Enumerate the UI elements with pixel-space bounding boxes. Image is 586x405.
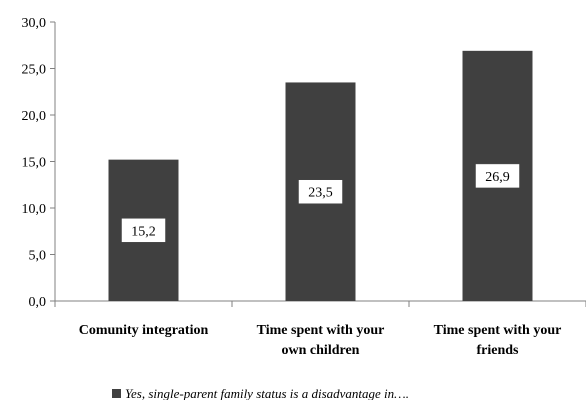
data-label: 23,5 bbox=[308, 186, 333, 201]
category-label: Time spent with your bbox=[257, 323, 385, 338]
y-tick-label: 0,0 bbox=[29, 295, 47, 310]
y-tick-label: 25,0 bbox=[22, 63, 47, 78]
y-tick-label: 10,0 bbox=[22, 202, 47, 217]
data-label-box bbox=[475, 163, 520, 189]
y-tick-label: 15,0 bbox=[22, 156, 47, 171]
data-label: 15,2 bbox=[131, 224, 156, 239]
legend: Yes, single-parent family status is a di… bbox=[112, 386, 409, 401]
y-tick-label: 30,0 bbox=[22, 16, 47, 31]
category-label: friends bbox=[477, 343, 520, 358]
data-label: 26,9 bbox=[485, 170, 510, 185]
legend-label: Yes, single-parent family status is a di… bbox=[125, 386, 409, 400]
data-labels: 15,2 23,5 26,9 bbox=[121, 163, 520, 243]
category-label: Comunity integration bbox=[79, 323, 209, 338]
legend-swatch bbox=[112, 389, 121, 398]
bars bbox=[108, 50, 533, 301]
data-label-box bbox=[121, 218, 166, 243]
category-label: Time spent with your bbox=[434, 323, 562, 338]
data-label-box bbox=[298, 179, 343, 204]
y-tick-label: 5,0 bbox=[29, 249, 47, 264]
category-label: own children bbox=[282, 343, 360, 358]
category-labels: Comunity integration Time spent with your… bbox=[79, 323, 562, 358]
y-tick-label: 20,0 bbox=[22, 109, 47, 124]
y-tick-labels: 0,0 5,0 10,0 15,0 20,0 25,0 30,0 bbox=[22, 16, 47, 310]
